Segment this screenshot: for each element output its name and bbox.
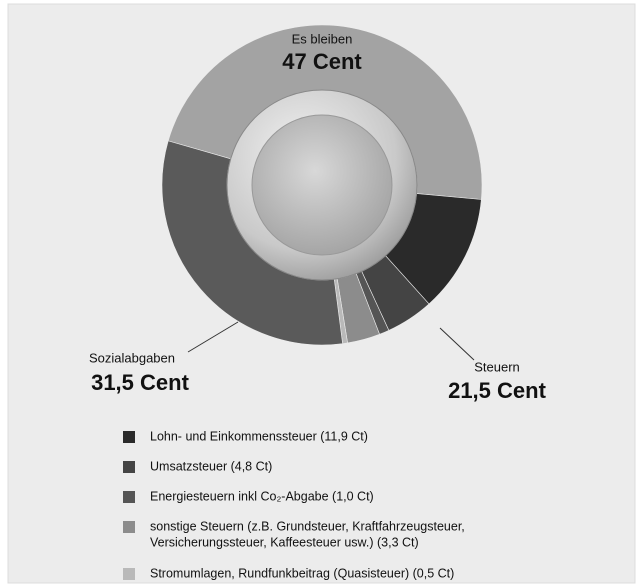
legend-swatch	[123, 431, 135, 443]
legend-label: sonstige Steuern (z.B. Grundsteuer, Kraf…	[150, 519, 465, 533]
legend-label: Versicherungssteuer, Kaffeesteuer usw.) …	[150, 535, 419, 549]
chart: Es bleiben 47 Cent Sozialabgaben 31,5 Ce…	[0, 0, 643, 587]
group-name: Steuern	[474, 359, 520, 374]
coin-center	[252, 115, 392, 255]
segment-name: Sozialabgaben	[89, 350, 175, 365]
legend-swatch	[123, 491, 135, 503]
legend-swatch	[123, 521, 135, 533]
legend-label: Umsatzsteuer (4,8 Ct)	[150, 459, 272, 473]
segment-value: 47 Cent	[282, 49, 362, 74]
legend-label: Energiesteuern inkl Co₂-Abgabe (1,0 Ct)	[150, 489, 374, 503]
legend-swatch	[123, 568, 135, 580]
segment-name: Es bleiben	[292, 31, 353, 46]
page: Es bleiben 47 Cent Sozialabgaben 31,5 Ce…	[0, 0, 643, 587]
segment-value: 31,5 Cent	[91, 370, 189, 395]
legend-label: Lohn- und Einkommenssteuer (11,9 Ct)	[150, 429, 368, 443]
legend-swatch	[123, 461, 135, 473]
group-value: 21,5 Cent	[448, 378, 546, 403]
legend-label: Stromumlagen, Rundfunkbeitrag (Quasisteu…	[150, 566, 454, 580]
